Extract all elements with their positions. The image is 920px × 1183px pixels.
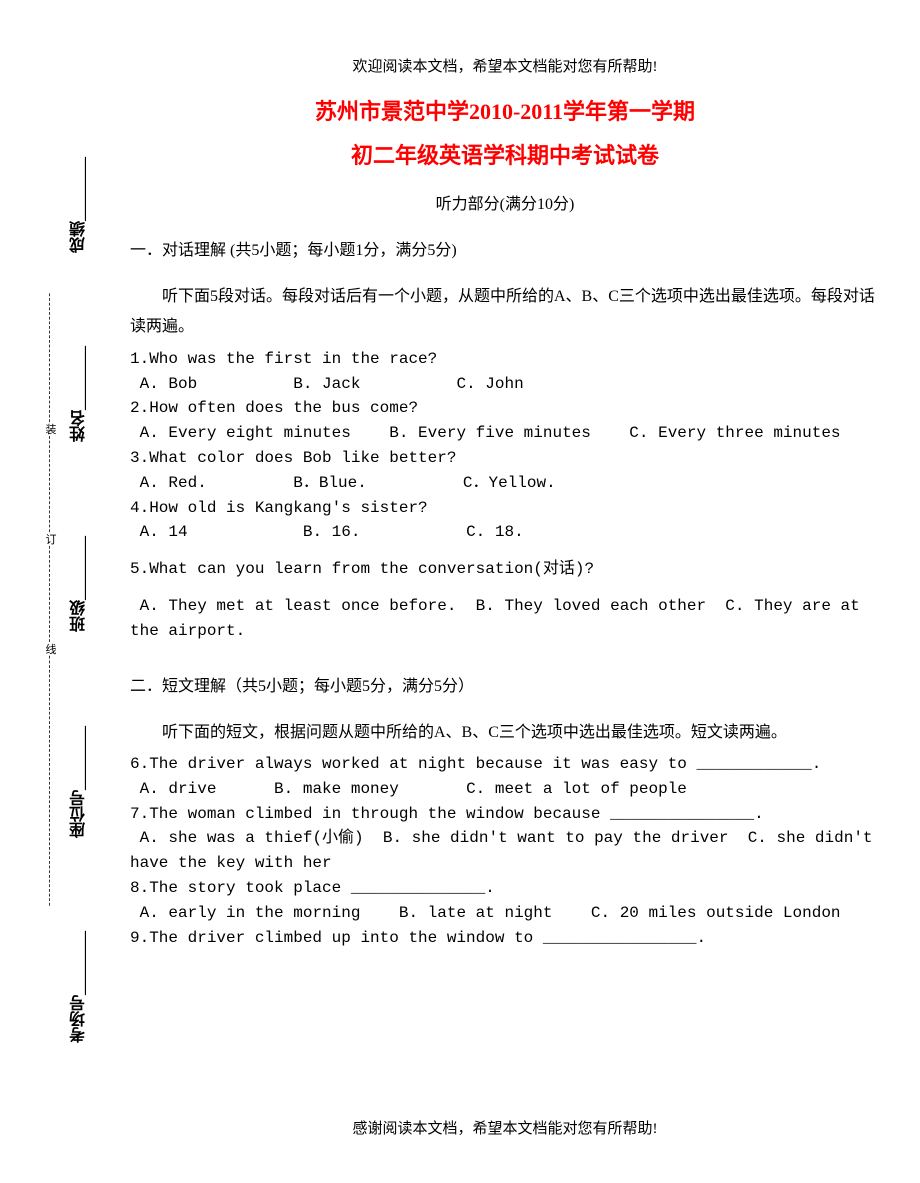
sidebar-exam-room: 考场号________	[68, 931, 92, 1043]
section2-header: 二．短文理解（共5小题；每小题5分，满分5分）	[130, 672, 880, 696]
q6-options: A. drive B. make money C. meet a lot of …	[130, 777, 880, 802]
q1-options: A. Bob B. Jack C. John	[130, 372, 880, 397]
section1-instruction: 听下面5段对话。每段对话后有一个小题，从题中所给的A、B、C三个选项中选出最佳选…	[130, 282, 880, 343]
sidebar-class: 班级________	[68, 536, 92, 632]
q5-options: A. They met at least once before. B. The…	[130, 594, 880, 644]
sidebar-name: 姓名________	[68, 346, 92, 442]
sidebar-score: 成绩________	[68, 157, 92, 253]
q5: 5.What can you learn from the conversati…	[130, 557, 880, 582]
section1-header: 一．对话理解 (共5小题；每小题1分，满分5分)	[130, 236, 880, 260]
q2: 2.How often does the bus come?	[130, 396, 880, 421]
q1: 1.Who was the first in the race?	[130, 347, 880, 372]
q8: 8.The story took place ______________.	[130, 876, 880, 901]
q4-options: A. 14 B. 16. C. 18.	[130, 520, 880, 545]
binding-dashes: ----------------------------装-----------…	[40, 110, 60, 1090]
q4: 4.How old is Kangkang's sister?	[130, 496, 880, 521]
header-note: 欢迎阅读本文档，希望本文档能对您有所帮助!	[130, 55, 880, 76]
q7-options: A. she was a thief(小偷) B. she didn't wan…	[130, 826, 880, 876]
section2-instruction: 听下面的短文，根据问题从题中所给的A、B、C三个选项中选出最佳选项。短文读两遍。	[130, 718, 880, 748]
page-content: 欢迎阅读本文档，希望本文档能对您有所帮助! 苏州市景范中学2010-2011学年…	[130, 55, 880, 950]
q8-options: A. early in the morning B. late at night…	[130, 901, 880, 926]
q6: 6.The driver always worked at night beca…	[130, 752, 880, 777]
q3-options: A. Red. B．Blue. C．Yellow.	[130, 471, 880, 496]
q2-options: A. Every eight minutes B. Every five min…	[130, 421, 880, 446]
title-line2: 初二年级英语学科期中考试试卷	[130, 138, 880, 170]
sidebar-seat-number: 座位号________	[68, 726, 92, 838]
sidebar-labels: 考场号________ 座位号________ 班级________ 姓名___…	[60, 110, 100, 1090]
footer-note: 感谢阅读本文档，希望本文档能对您有所帮助!	[130, 1117, 880, 1138]
binding-sidebar: ----------------------------装-----------…	[40, 110, 100, 1090]
q7: 7.The woman climbed in through the windo…	[130, 802, 880, 827]
q9: 9.The driver climbed up into the window …	[130, 926, 880, 951]
q3: 3.What color does Bob like better?	[130, 446, 880, 471]
title-line1: 苏州市景范中学2010-2011学年第一学期	[130, 94, 880, 126]
listening-title: 听力部分(满分10分)	[130, 190, 880, 214]
